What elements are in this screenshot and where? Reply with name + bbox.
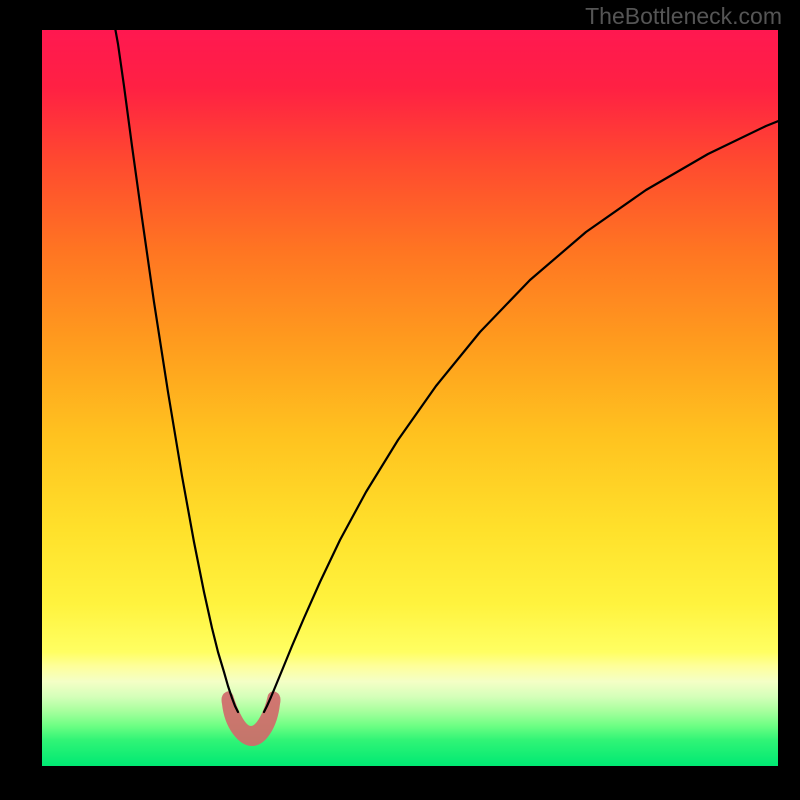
curve-right — [264, 118, 778, 712]
curve-left — [114, 30, 238, 712]
valley-marker — [222, 691, 281, 746]
chart-svg — [42, 30, 778, 766]
plot-area — [42, 30, 778, 766]
watermark-text: TheBottleneck.com — [585, 3, 782, 30]
